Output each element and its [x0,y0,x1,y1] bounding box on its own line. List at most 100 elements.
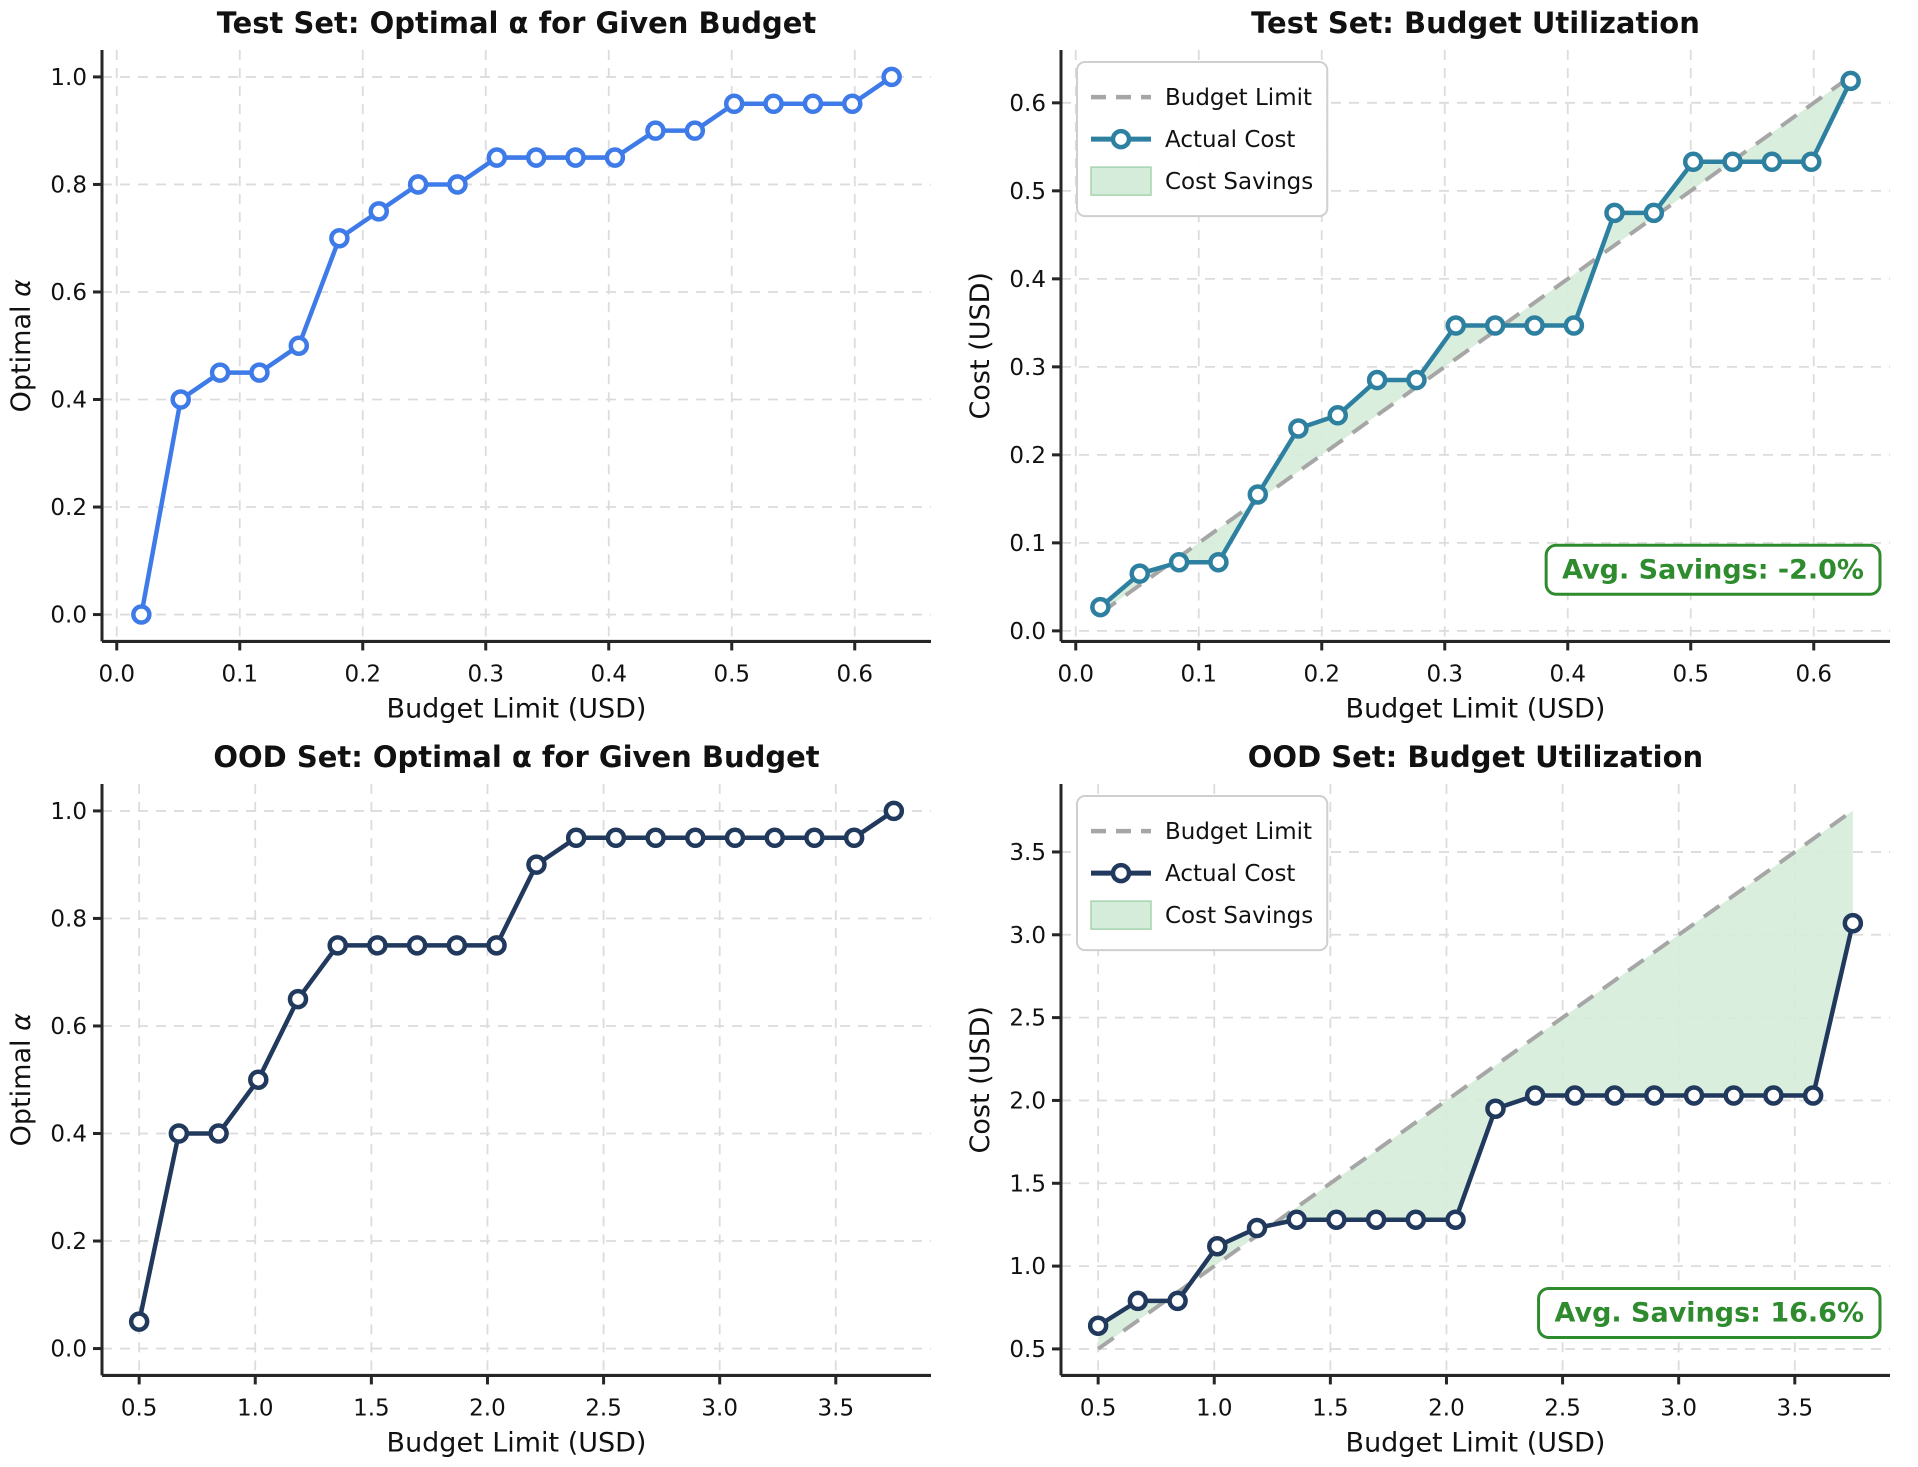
x-tick-label: 0.1 [221,661,258,687]
legend: Budget Limit Actual Cost Cost Savings [1076,61,1329,218]
chart-ood-alpha: 0.5 1.0 1.5 2.0 2.5 3.0 3.5 0.0 0.2 0.4 0.6 0.8 1.0 O… [6,740,931,1458]
data-point-marker [1208,551,1229,573]
data-point-marker [1763,1084,1784,1106]
optimal-alpha-line [136,808,897,1324]
x-tick-label: 1.5 [1312,1395,1349,1421]
x-tick-label: 0.4 [590,661,627,687]
y-tick-label: 0.2 [50,495,87,521]
x-tick-label: 0.6 [836,661,873,687]
y-tick-label: 0.1 [1009,531,1046,557]
x-tick-label: 3.5 [818,1395,855,1421]
legend-cost-savings-swatch [1090,899,1152,930]
x-tick-label: 2.5 [1544,1395,1581,1421]
y-tick-label: 0.6 [1009,91,1046,117]
data-point-marker [446,934,468,956]
legend-item-label: Cost Savings [1165,169,1313,195]
savings-annotation-box [1544,543,1882,596]
data-point-marker [406,934,428,956]
y-tick-label: 1.5 [1009,1171,1046,1197]
data-point-marker [1563,315,1585,336]
data-point-marker [131,604,152,625]
data-point-marker [1207,1235,1228,1256]
x-tick-label: 0.4 [1549,661,1586,687]
data-point-marker [1090,596,1111,618]
x-tick-label: 0.1 [1180,661,1217,687]
panel-ood-util: 0.5 1.0 1.5 2.0 2.5 3.0 3.5 0.5 1.0 1.5 2.0 2.5 3.0 3… [959,734,1918,1467]
legend-item-label: Actual Cost [1165,127,1295,153]
x-tick-label: 0.2 [344,661,381,687]
chart-test-alpha: 0.0 0.1 0.2 0.3 0.4 0.5 0.6 0.0 0.2 0.4 0.6 0.8 1.0 T… [6,6,931,724]
legend-marker-icon [1110,128,1132,150]
x-tick-label: 0.6 [1795,661,1832,687]
y-tick-label: 2.0 [1009,1088,1046,1114]
x-tick-label: 1.5 [353,1395,390,1421]
data-point-marker [1168,551,1190,573]
data-point-marker [327,934,348,956]
x-tick-label: 0.2 [1303,661,1340,687]
data-point-marker [1485,1097,1506,1119]
legend-marker-icon [1110,862,1132,883]
x-tick-label: 0.3 [467,661,504,687]
data-point-marker [1683,1084,1705,1106]
data-point-marker [764,827,785,848]
data-point-marker [881,66,902,88]
savings-annotation-text: Avg. Savings: 16.6% [1555,1297,1864,1328]
x-tick-label: 3.0 [701,1395,738,1421]
savings-annotation-box [1537,1286,1882,1339]
x-tick-label: 0.5 [121,1395,158,1421]
y-axis-label: Optimal α [6,1012,37,1145]
panel-ood-alpha: 0.5 1.0 1.5 2.0 2.5 3.0 3.5 0.0 0.2 0.4 0.6 0.8 1.0 O… [0,734,959,1467]
data-point-marker [447,174,468,195]
chart-ood-util: 0.5 1.0 1.5 2.0 2.5 3.0 3.5 0.5 1.0 1.5 2.0 2.5 3.0 3… [965,740,1890,1458]
x-tick-label: 3.0 [1660,1395,1697,1421]
data-point-marker [1246,1217,1268,1238]
data-point-marker [1326,1208,1347,1230]
data-point-marker [1327,405,1348,426]
data-point-marker [1087,1314,1109,1336]
y-tick-label: 0.3 [1009,355,1046,381]
legend-item-label: Budget Limit [1165,819,1312,845]
data-point-marker [763,93,784,115]
data-point-marker [1406,369,1427,391]
data-point-marker [843,827,865,848]
y-tick-label: 0.8 [50,906,87,932]
x-axis-label: Budget Limit (USD) [387,1427,647,1458]
x-axis-label: Budget Limit (USD) [1346,693,1606,724]
data-point-marker [287,988,309,1009]
y-tick-label: 0.0 [50,603,87,629]
data-point-marker [1365,1208,1387,1230]
data-point-marker [1604,1084,1625,1106]
data-point-marker [1682,151,1704,173]
data-point-marker [645,120,666,141]
data-point-marker [1366,369,1388,391]
data-point-marker [208,1122,229,1144]
data-point-marker [1644,1084,1665,1106]
data-point-marker [1286,1208,1307,1230]
data-point-marker [526,853,547,875]
data-point-marker [170,389,191,410]
data-point-marker [1524,1084,1546,1106]
data-point-marker [1564,1084,1586,1106]
y-tick-label: 1.0 [50,798,87,824]
panel-test-alpha: 0.0 0.1 0.2 0.3 0.4 0.5 0.6 0.0 0.2 0.4 0.6 0.8 1.0 T… [0,0,959,734]
data-point-marker [486,934,507,956]
x-axis-label: Budget Limit (USD) [1346,1427,1606,1458]
chart-title: Test Set: Budget Utilization [1251,6,1700,40]
data-point-marker [368,201,389,222]
data-point-marker [1484,315,1506,336]
x-tick-label: 0.5 [713,661,750,687]
y-tick-label: 0.8 [50,172,87,198]
y-tick-label: 0.2 [50,1229,87,1255]
data-point-marker [1127,1290,1149,1311]
y-tick-label: 0.4 [1009,267,1046,293]
data-point-marker [1247,484,1269,505]
y-tick-label: 0.6 [50,280,87,306]
legend-item-label: Cost Savings [1165,903,1313,929]
x-tick-label: 2.0 [1428,1395,1465,1421]
data-point-marker [604,147,626,168]
data-point-marker [1129,563,1150,584]
data-point-marker [168,1122,190,1144]
y-tick-label: 0.6 [50,1013,87,1039]
y-axis-label: Optimal α [6,279,37,412]
